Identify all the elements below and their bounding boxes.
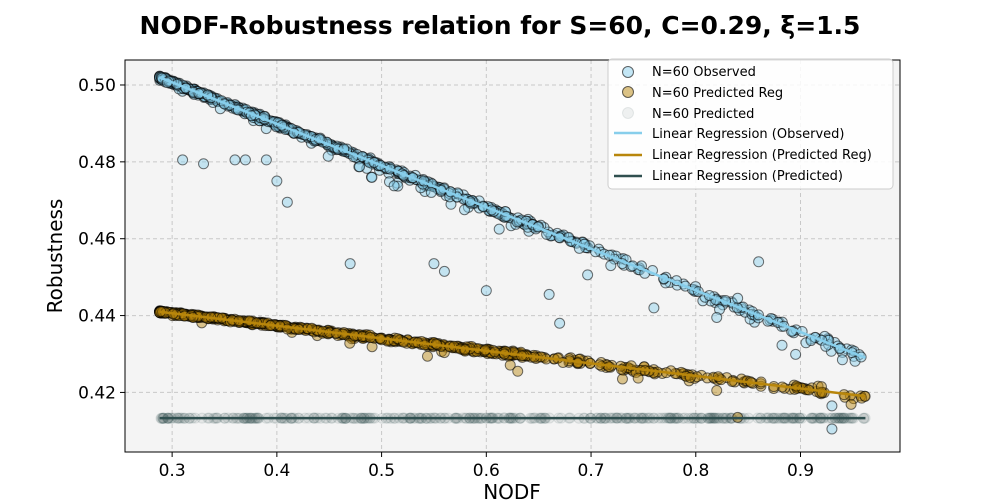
observed-point — [322, 150, 334, 162]
predicted-reg-point — [421, 350, 433, 362]
observed-point — [776, 339, 788, 351]
predicted-reg-point — [755, 376, 767, 388]
observed-point — [605, 260, 617, 272]
observed-point — [753, 256, 765, 268]
observed-point — [480, 285, 492, 297]
x-tick-label: 0.4 — [263, 461, 290, 481]
x-tick-label: 0.6 — [473, 461, 500, 481]
legend-label-predicted: N=60 Predicted — [652, 107, 754, 122]
predicted-reg-point — [306, 322, 318, 334]
observed-point — [354, 161, 366, 173]
x-axis-label: NODF — [483, 480, 541, 500]
observed-point — [582, 269, 594, 281]
y-axis-label: Robustness — [43, 199, 67, 314]
observed-point — [388, 180, 400, 192]
y-tick-label: 0.50 — [78, 76, 116, 96]
observed-point — [790, 348, 802, 360]
observed-point — [554, 317, 566, 329]
observed-point — [260, 154, 272, 166]
x-tick-label: 0.5 — [368, 461, 395, 481]
observed-point — [198, 158, 210, 170]
legend-label-predicted-reg: N=60 Predicted Reg — [652, 86, 783, 101]
observed-point — [648, 302, 660, 314]
legend-label-reg-predicted: Linear Regression (Predicted) — [652, 169, 843, 184]
x-tick-label: 0.3 — [159, 461, 186, 481]
predicted-reg-point — [187, 311, 199, 323]
observed-point — [366, 171, 378, 183]
predicted-reg-point — [616, 373, 628, 385]
observed-point — [239, 154, 251, 166]
observed-point — [229, 154, 241, 166]
legend-label-reg-observed: Linear Regression (Observed) — [652, 127, 844, 142]
observed-point — [543, 288, 555, 300]
observed-point — [281, 196, 293, 208]
legend-label-reg-predicted-reg: Linear Regression (Predicted Reg) — [652, 148, 872, 163]
observed-point — [493, 223, 505, 235]
observed-point — [271, 175, 283, 187]
observed-point — [711, 311, 723, 323]
observed-point — [428, 258, 440, 270]
observed-point — [438, 265, 450, 277]
y-tick-label: 0.48 — [78, 153, 116, 173]
legend-marker-predicted-reg — [622, 86, 634, 98]
predicted-reg-point — [632, 372, 644, 384]
predicted-reg-point — [845, 398, 857, 410]
legend-marker-predicted — [622, 107, 634, 119]
x-tick-label: 0.8 — [682, 461, 709, 481]
chart-title: NODF-Robustness relation for S=60, C=0.2… — [140, 11, 861, 40]
legend: N=60 Observed N=60 Predicted Reg N=60 Pr… — [607, 58, 894, 190]
observed-point — [344, 258, 356, 270]
observed-point — [732, 292, 744, 304]
observed-points — [154, 70, 867, 435]
observed-point — [836, 354, 848, 366]
observed-point — [826, 400, 838, 412]
x-tick-label: 0.9 — [787, 461, 814, 481]
observed-point — [425, 186, 437, 198]
predicted-reg-point — [711, 385, 723, 397]
y-tick-label: 0.42 — [78, 383, 116, 403]
legend-label-observed: N=60 Observed — [652, 65, 756, 80]
y-tick-label: 0.46 — [78, 230, 116, 250]
observed-point — [826, 423, 838, 435]
legend-marker-observed — [622, 66, 634, 78]
predicted-reg-point — [512, 365, 524, 377]
y-tick-label: 0.44 — [78, 307, 116, 327]
observed-point — [177, 154, 189, 166]
x-tick-label: 0.7 — [578, 461, 605, 481]
